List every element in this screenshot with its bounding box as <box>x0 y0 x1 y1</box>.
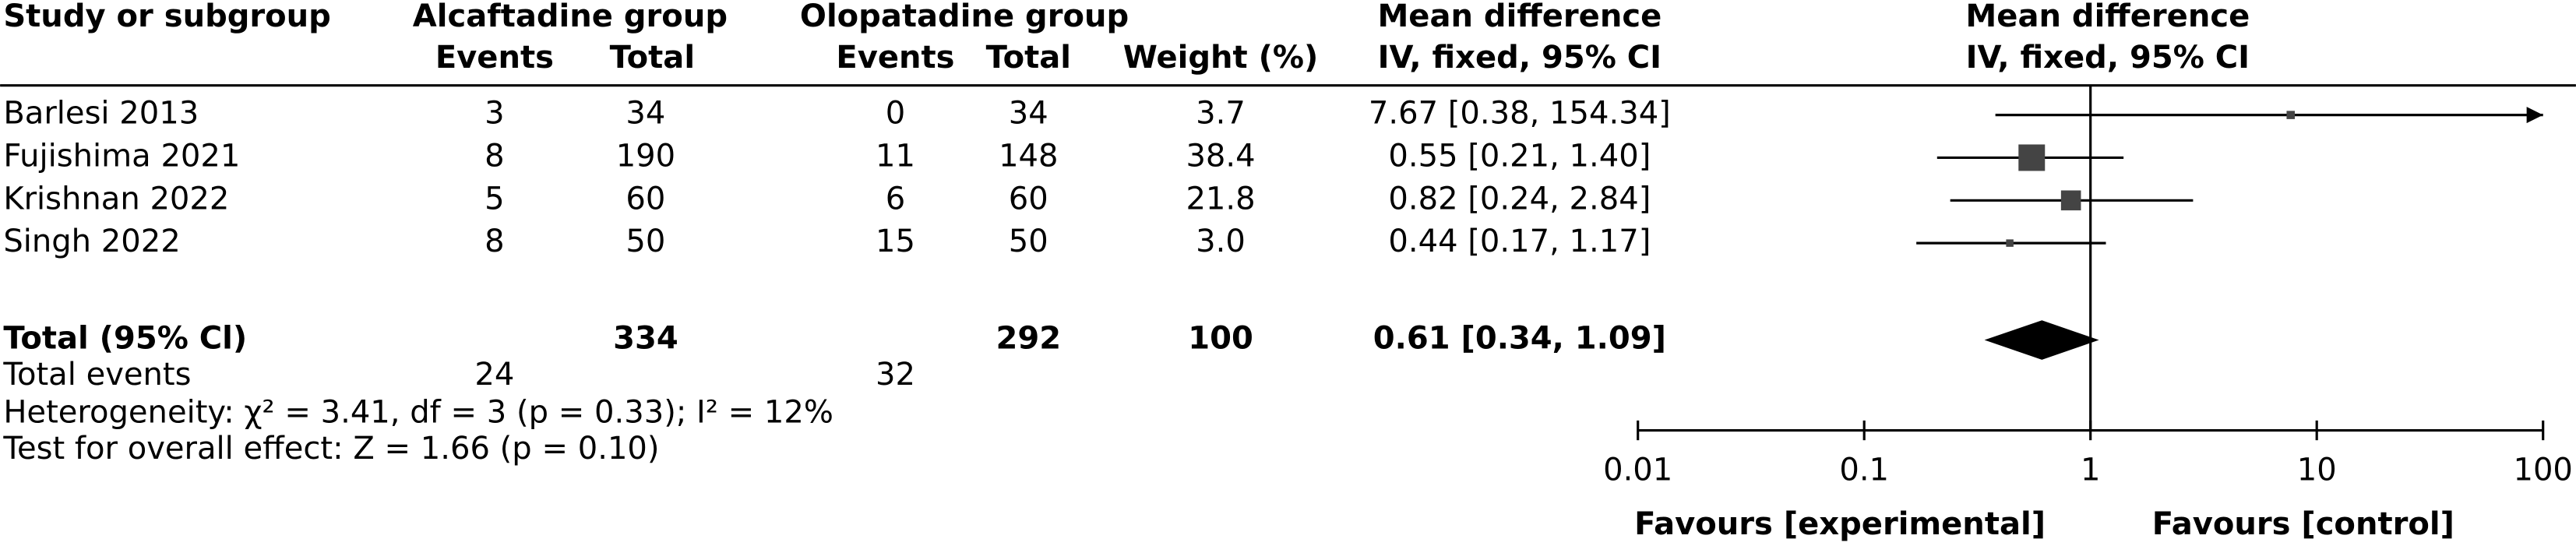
header-group2: Olopatadine group <box>800 0 1129 34</box>
total: 50 <box>625 224 665 259</box>
total: 148 <box>999 138 1058 174</box>
total: 34 <box>1009 96 1048 132</box>
events: 32 <box>876 357 915 393</box>
weight: 100 <box>1188 321 1253 357</box>
events: 5 <box>485 181 504 217</box>
events: 6 <box>886 181 905 217</box>
header-weight: Weight (%) <box>1123 40 1319 76</box>
events: 8 <box>485 138 504 174</box>
overall-effect: Test for overall effect: Z = 1.66 (p = 0… <box>2 431 659 467</box>
point-estimate <box>2006 239 2014 247</box>
events: 3 <box>485 96 504 132</box>
effect-ci: 0.82 [0.24, 2.84] <box>1388 181 1651 217</box>
weight: 3.7 <box>1196 96 1246 132</box>
header-events: Events <box>435 40 554 76</box>
x-tick-label: 100 <box>2513 452 2572 488</box>
total: 34 <box>625 96 665 132</box>
header-events: Events <box>836 40 954 76</box>
effect-ci: 0.44 [0.17, 1.17] <box>1388 224 1651 259</box>
total: 60 <box>625 181 665 217</box>
header-study: Study or subgroup <box>3 0 331 34</box>
ci-arrow <box>2526 107 2543 124</box>
x-tick-label: 1 <box>2081 452 2100 488</box>
x-tick-label: 0.01 <box>1603 452 1672 488</box>
total: 334 <box>613 321 678 357</box>
header-plot: Mean difference <box>1965 0 2250 34</box>
events: 8 <box>485 224 504 259</box>
point-estimate <box>2286 111 2296 119</box>
events: 0 <box>886 96 905 132</box>
weight: 38.4 <box>1186 138 1255 174</box>
effect-ci: 0.55 [0.21, 1.40] <box>1388 138 1651 174</box>
events: 15 <box>876 224 915 259</box>
favours-right: Favours [control] <box>2152 506 2454 542</box>
total: 60 <box>1009 181 1048 217</box>
header-effect: Mean difference <box>1377 0 1662 34</box>
heterogeneity: Heterogeneity: χ² = 3.41, df = 3 (p = 0.… <box>3 394 833 430</box>
favours-left: Favours [experimental] <box>1634 506 2046 542</box>
total-name: Total (95% Cl) <box>3 321 247 357</box>
effect-ci: 7.67 [0.38, 154.34] <box>1369 96 1671 132</box>
weight: 21.8 <box>1186 181 1255 217</box>
study-name: Barlesi 2013 <box>3 96 199 132</box>
study-name: Krishnan 2022 <box>3 181 229 217</box>
summary-diamond <box>1984 320 2099 360</box>
point-estimate <box>2060 190 2081 211</box>
x-tick-label: 10 <box>2297 452 2337 488</box>
events: 11 <box>876 138 915 174</box>
header-group1: Alcaftadine group <box>413 0 728 34</box>
point-estimate <box>2018 144 2046 171</box>
total: 190 <box>616 138 675 174</box>
events: 24 <box>474 357 514 393</box>
header-plot-method: IV, fixed, 95% CI <box>1966 40 2250 76</box>
x-tick-label: 0.1 <box>1839 452 1889 488</box>
header-total: Total <box>986 40 1071 76</box>
total: 50 <box>1009 224 1048 259</box>
total-events-name: Total events <box>2 357 191 393</box>
weight: 3.0 <box>1196 224 1246 259</box>
total: 292 <box>996 321 1061 357</box>
header-total: Total <box>610 40 695 76</box>
study-name: Singh 2022 <box>3 224 180 259</box>
study-name: Fujishima 2021 <box>3 138 240 174</box>
effect-ci: 0.61 [0.34, 1.09] <box>1373 321 1666 357</box>
header-effect-method: IV, fixed, 95% CI <box>1378 40 1662 76</box>
